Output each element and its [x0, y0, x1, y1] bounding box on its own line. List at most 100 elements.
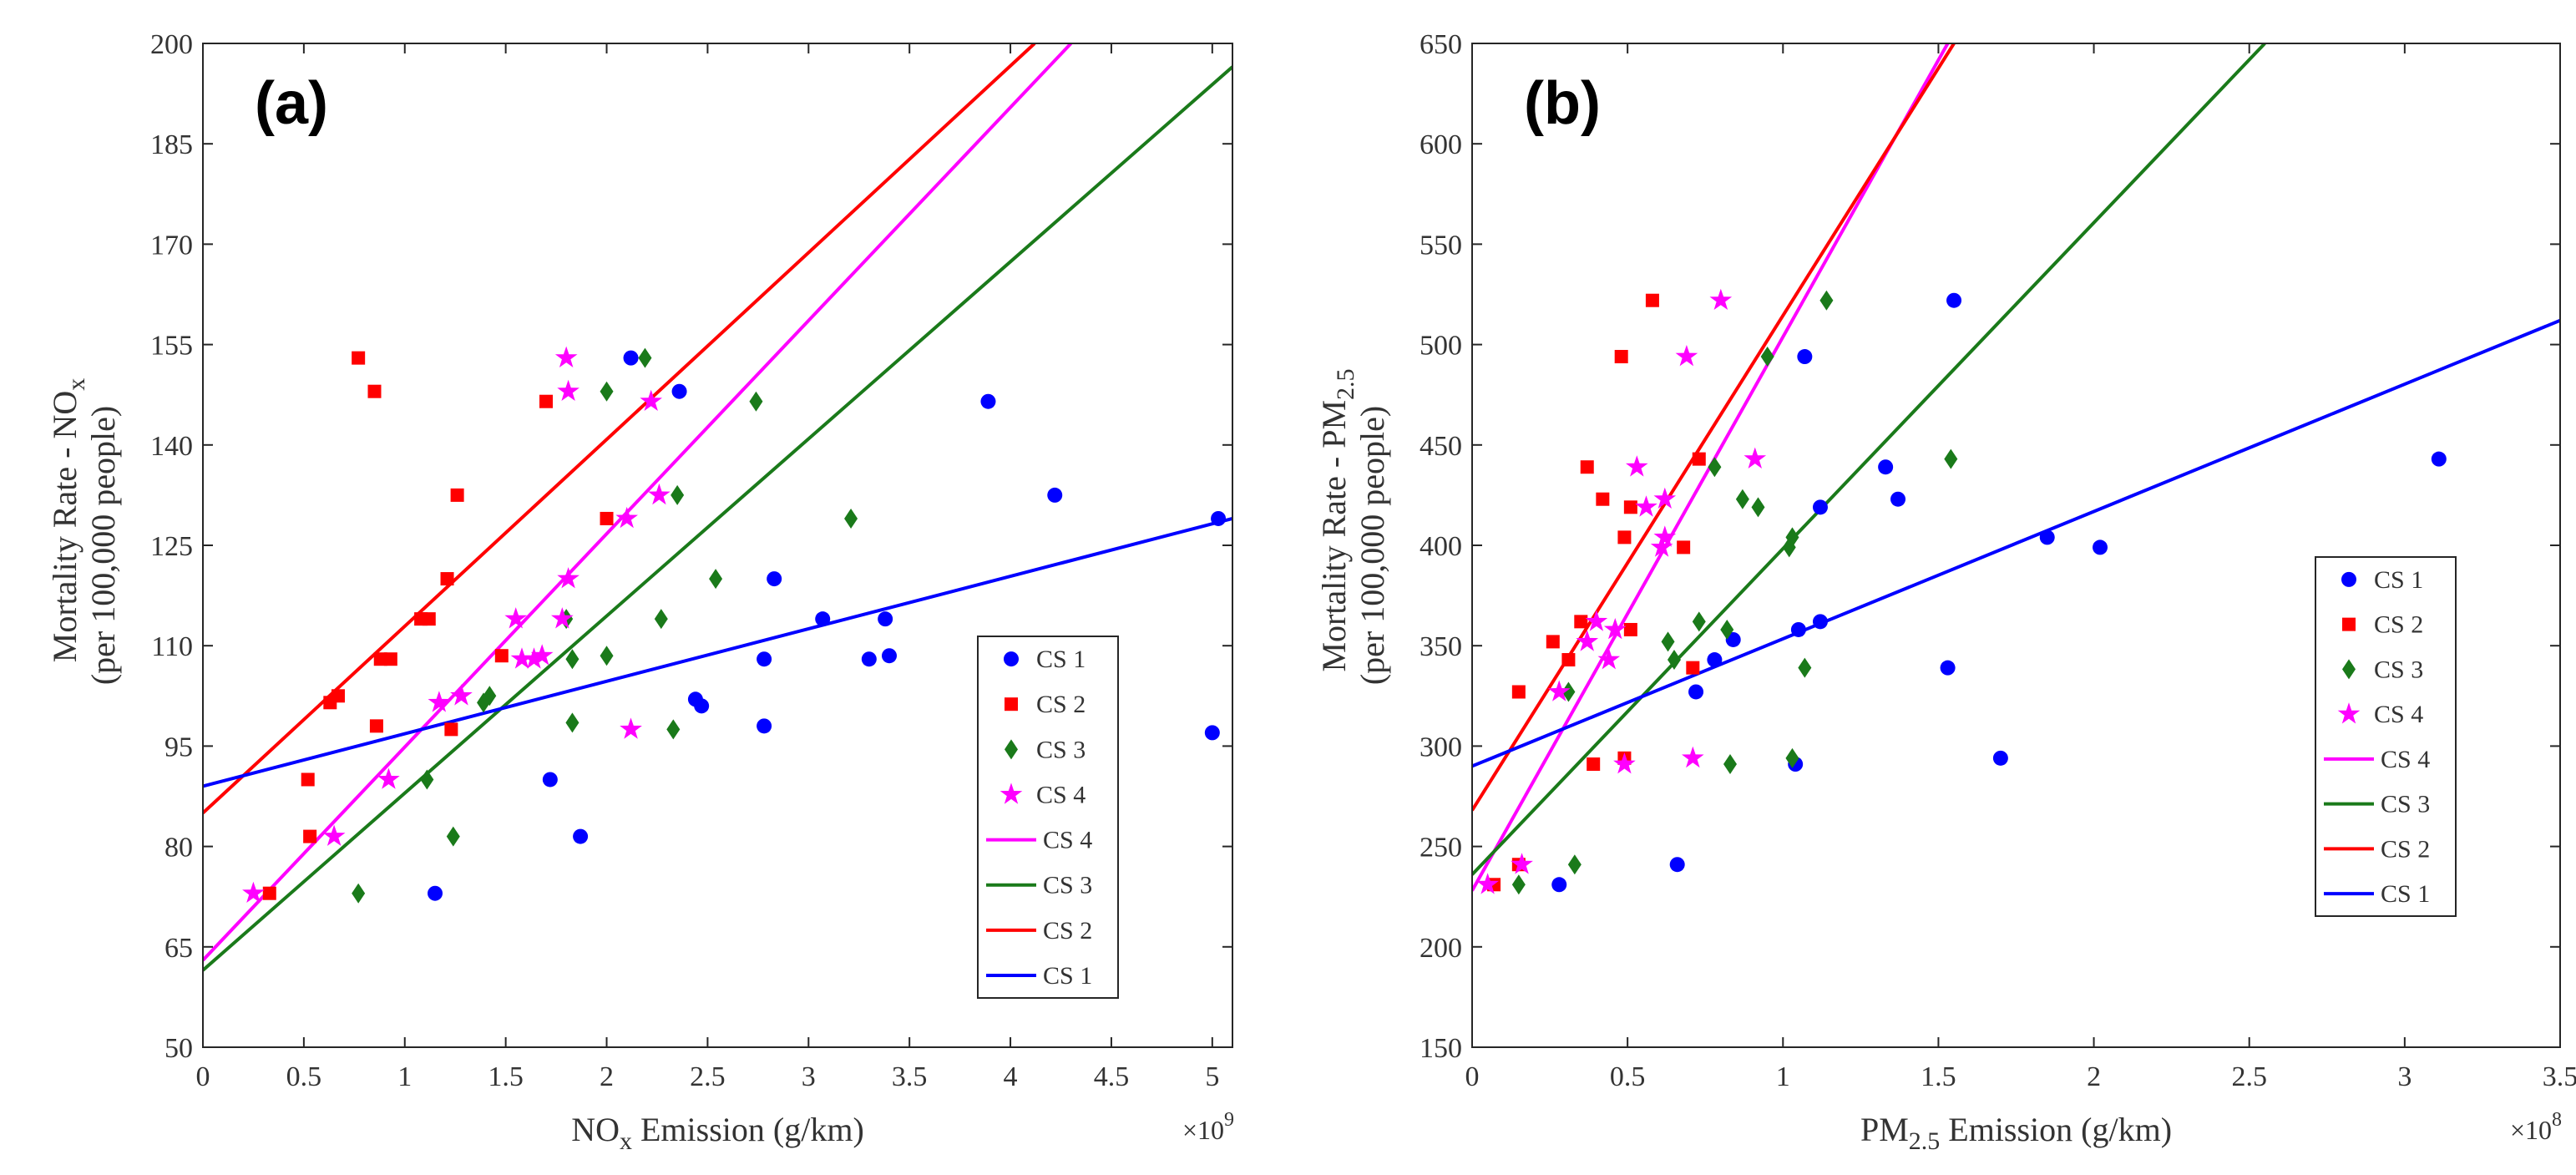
point-cs4	[551, 607, 574, 629]
fit-line-cs4	[203, 43, 1073, 962]
point-cs1	[1790, 621, 1806, 637]
point-cs3	[671, 484, 685, 505]
point-cs2	[1692, 452, 1706, 466]
point-cs3	[1735, 489, 1749, 509]
point-cs4	[428, 691, 451, 712]
point-cs2	[450, 488, 464, 502]
x-tick-label: 0.5	[286, 1061, 322, 1092]
y-axis-label: Mortality Rate - PM2.5	[1315, 368, 1359, 671]
scatter-points	[1476, 288, 2447, 895]
point-cs4	[1650, 535, 1673, 557]
point-cs2	[1580, 460, 1594, 474]
x-tick-label: 4	[1004, 1061, 1018, 1092]
legend-label: CS 3	[1043, 872, 1092, 899]
fit-line-cs3	[1472, 43, 2266, 876]
point-cs3	[1760, 347, 1774, 367]
fit-line-cs2	[203, 43, 1036, 815]
point-cs1	[2431, 451, 2447, 467]
point-cs2	[1561, 653, 1576, 667]
x-axis-label: NOx Emission (g/km)	[571, 1111, 864, 1155]
point-cs4	[1476, 873, 1499, 894]
point-cs1	[1992, 750, 2008, 766]
point-cs2	[383, 652, 397, 666]
x-tick-label: 4.5	[1094, 1061, 1130, 1092]
y-tick-label: 50	[164, 1033, 193, 1064]
x-tick-label: 1.5	[488, 1061, 524, 1092]
y-tick-label: 95	[164, 732, 193, 762]
legend: CS 1 CS 2 CS 3 CS 4 CS 4 CS 3 CS 2 CS 1	[977, 636, 1119, 999]
y-tick-label: 125	[150, 531, 193, 562]
point-cs3	[352, 883, 366, 904]
point-cs1	[2093, 539, 2108, 555]
y-tick-label: 650	[1420, 29, 1462, 60]
legend-label: CS 2	[2381, 835, 2430, 863]
point-cs1	[1940, 660, 1956, 676]
point-cs4	[1576, 630, 1599, 651]
legend-marker-cs3	[2342, 659, 2356, 680]
point-cs4	[1597, 648, 1621, 670]
y-tick-label: 450	[1420, 431, 1462, 462]
point-cs2	[1596, 492, 1610, 506]
x-tick-label: 2.5	[690, 1061, 726, 1092]
legend-marker-cs1	[2341, 571, 2356, 587]
y-tick-label: 150	[1420, 1033, 1462, 1064]
y-axis-label-units: (per 100,000 people)	[1354, 406, 1391, 685]
y-tick-label: 80	[164, 833, 193, 864]
x-tick-label: 1	[1776, 1061, 1790, 1092]
point-cs3	[1567, 854, 1582, 875]
point-cs4	[523, 647, 545, 669]
point-cs2	[1614, 350, 1628, 364]
point-cs3	[446, 826, 460, 847]
legend-label: CS 3	[2381, 791, 2430, 818]
point-cs3	[1751, 497, 1765, 518]
x-tick-label: 3	[802, 1061, 816, 1092]
y-tick-label: 250	[1420, 833, 1462, 864]
point-cs3	[1819, 290, 1834, 311]
legend-box	[977, 636, 1119, 999]
y-tick-label: 550	[1420, 230, 1462, 261]
fit-line-cs1	[1472, 318, 2560, 768]
point-cs3	[420, 769, 434, 790]
legend-marker-cs1	[1004, 651, 1019, 667]
point-cs2	[494, 649, 509, 663]
point-cs2	[301, 772, 315, 787]
point-cs3	[709, 569, 723, 590]
fit-lines	[203, 43, 1232, 972]
point-cs4	[640, 389, 662, 411]
point-cs4	[504, 607, 528, 629]
x-tick-label: 2	[2087, 1061, 2101, 1092]
point-cs4	[450, 684, 473, 706]
legend-label: CS 1	[1036, 646, 1086, 673]
x-tick-label: 0	[1465, 1061, 1480, 1092]
legend-label: CS 2	[1036, 691, 1086, 718]
legend-marker-cs4	[2337, 702, 2361, 724]
point-cs1	[1688, 684, 1704, 700]
point-cs4	[1682, 746, 1704, 768]
point-cs1	[815, 611, 831, 627]
legend-box	[2315, 556, 2457, 917]
point-cs4	[648, 483, 671, 505]
legend-label: CS 2	[2374, 611, 2423, 639]
legend-label: CS 1	[2381, 880, 2430, 908]
point-cs4	[1653, 487, 1677, 509]
fit-line-cs3	[203, 65, 1232, 972]
point-cs1	[1946, 292, 1962, 308]
point-cs1	[767, 571, 782, 587]
fit-line-cs2	[1472, 43, 1956, 812]
point-cs1	[1204, 725, 1220, 741]
x-axis-label: PM2.5 Emission (g/km)	[1860, 1111, 2172, 1155]
legend-label: CS 4	[1043, 827, 1092, 854]
point-cs1	[1669, 857, 1685, 873]
legend-marker-cs3	[1005, 739, 1018, 760]
point-cs1	[573, 828, 589, 844]
point-cs1	[757, 718, 772, 734]
y-tick-label: 500	[1420, 331, 1462, 362]
point-cs4	[1511, 853, 1533, 874]
point-cs2	[444, 722, 458, 737]
fit-lines	[1472, 43, 2560, 892]
y-tick-label: 400	[1420, 531, 1462, 562]
legend-label: CS 3	[1036, 736, 1086, 763]
point-cs2	[369, 719, 383, 733]
legend-label: CS 1	[1043, 962, 1092, 990]
y-tick-label: 155	[150, 331, 193, 362]
